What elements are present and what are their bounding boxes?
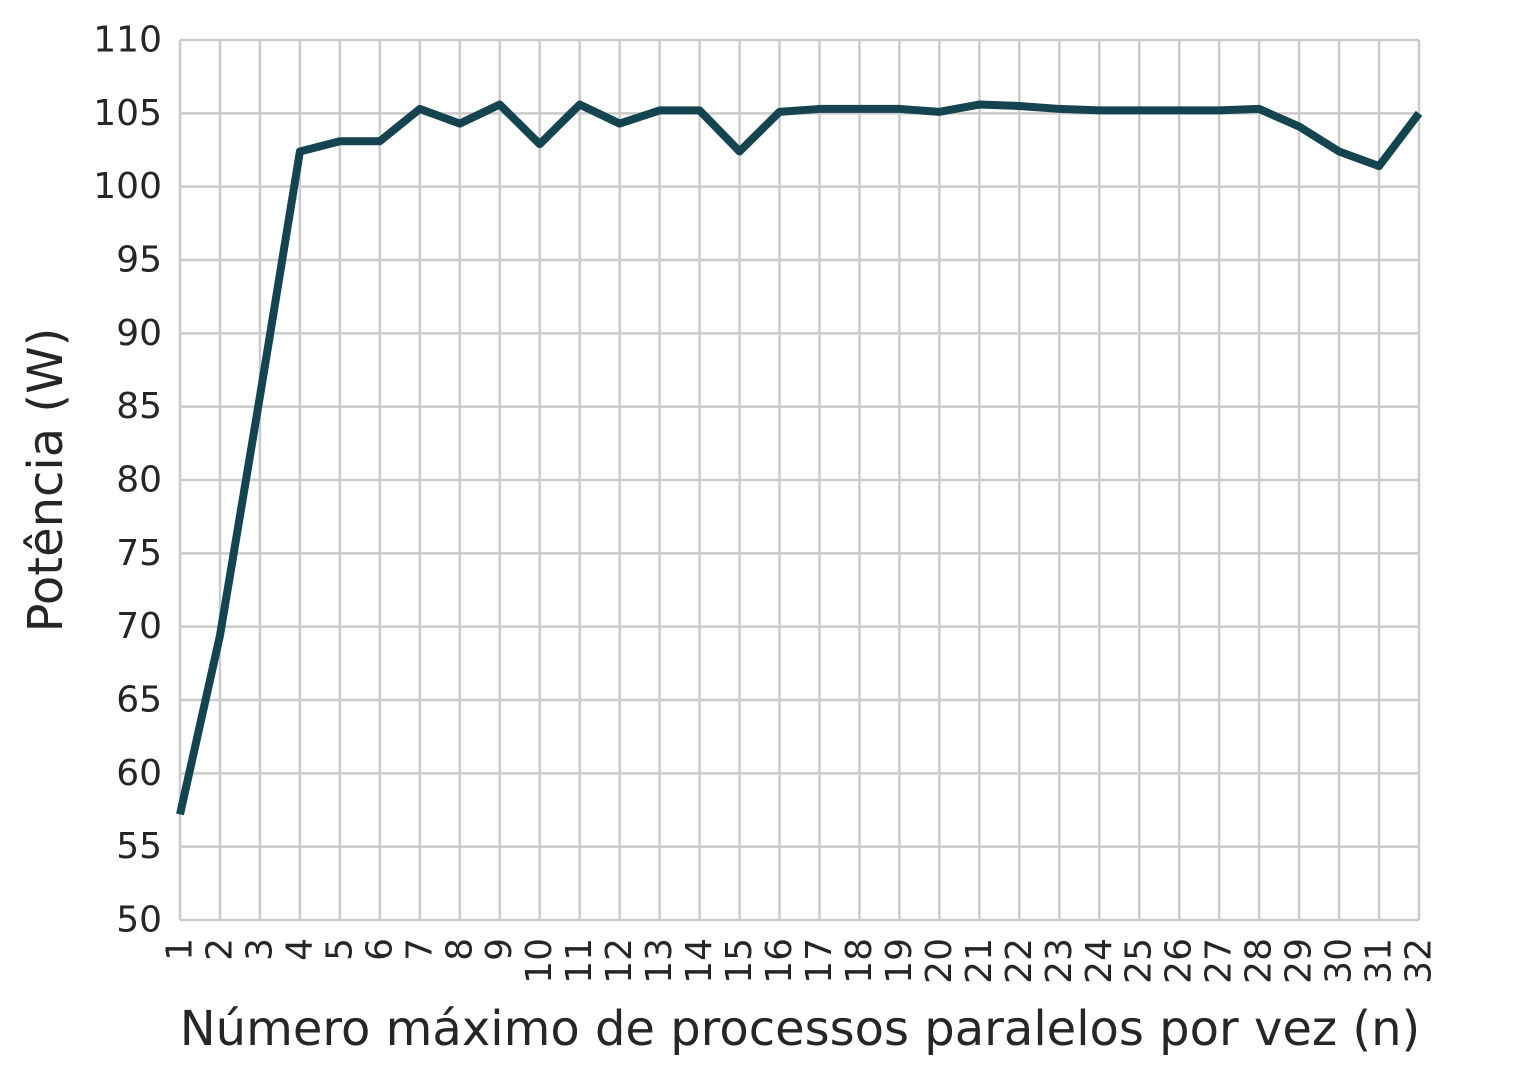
y-tick-label: 110 (93, 20, 162, 61)
x-tick-label: 10 (519, 938, 560, 984)
x-tick-label: 2 (199, 938, 240, 961)
x-tick-label: 19 (879, 938, 920, 984)
x-tick-label: 27 (1199, 938, 1240, 984)
y-tick-label: 95 (116, 240, 162, 281)
y-tick-label: 50 (116, 900, 162, 941)
x-tick-label: 11 (559, 938, 600, 984)
x-tick-label: 23 (1039, 938, 1080, 984)
series-layer (176, 100, 1423, 816)
x-axis-ticks: 1234567891011121314151617181920212223242… (160, 938, 1440, 984)
x-tick-label: 12 (599, 938, 640, 984)
y-tick-label: 105 (93, 93, 162, 134)
x-tick-label: 17 (799, 938, 840, 984)
grid (178, 38, 1421, 922)
x-tick-label: 4 (279, 938, 320, 961)
x-tick-label: 8 (439, 938, 480, 961)
y-axis-label: Potência (W) (18, 328, 74, 633)
y-tick-label: 60 (116, 753, 162, 794)
x-tick-label: 26 (1159, 938, 1200, 984)
x-tick-label: 7 (399, 938, 440, 961)
x-tick-label: 20 (919, 938, 960, 984)
y-tick-label: 80 (116, 460, 162, 501)
x-tick-label: 5 (319, 938, 360, 961)
x-tick-label: 32 (1399, 938, 1440, 984)
x-tick-label: 6 (359, 938, 400, 961)
x-tick-label: 22 (999, 938, 1040, 984)
series-line (176, 100, 1423, 816)
y-axis-ticks: 50 55 60 65 70 75 80 85 90 95 100 105 110 (93, 20, 162, 941)
x-tick-label: 21 (959, 938, 1000, 984)
x-tick-label: 16 (759, 938, 800, 984)
y-tick-label: 100 (93, 166, 162, 207)
x-tick-label: 29 (1279, 938, 1320, 984)
x-tick-label: 18 (839, 938, 880, 984)
x-tick-label: 9 (479, 938, 520, 961)
x-tick-label: 3 (239, 938, 280, 961)
y-tick-label: 70 (116, 606, 162, 647)
y-tick-label: 85 (116, 386, 162, 427)
y-tick-label: 65 (116, 680, 162, 721)
x-tick-label: 15 (719, 938, 760, 984)
x-tick-label: 24 (1079, 938, 1120, 984)
y-tick-label: 90 (116, 313, 162, 354)
x-axis-label: Número máximo de processos paralelos por… (180, 1001, 1421, 1057)
x-tick-label: 25 (1119, 938, 1160, 984)
x-tick-label: 30 (1319, 938, 1360, 984)
y-tick-label: 55 (116, 826, 162, 867)
x-tick-label: 13 (639, 938, 680, 984)
y-tick-label: 75 (116, 533, 162, 574)
x-tick-label: 14 (679, 938, 720, 984)
x-tick-label: 28 (1239, 938, 1280, 984)
x-tick-label: 31 (1359, 938, 1400, 984)
x-tick-label: 1 (160, 938, 201, 961)
